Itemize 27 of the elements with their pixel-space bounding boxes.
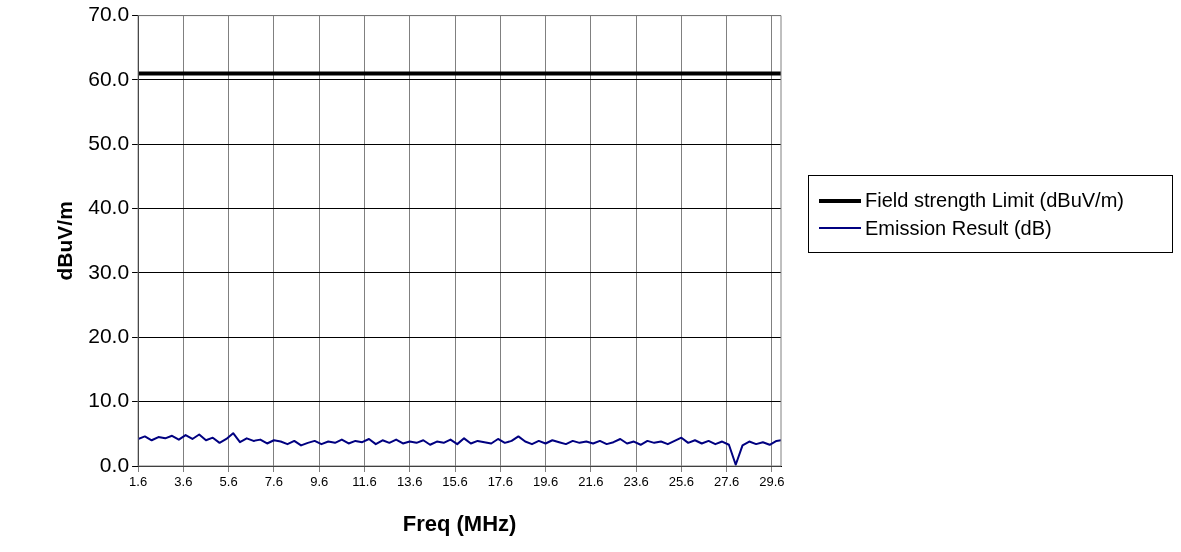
x-tick-label: 15.6 bbox=[442, 474, 468, 490]
y-tick-label: 50.0 bbox=[88, 131, 130, 155]
x-tick-label: 3.6 bbox=[174, 474, 193, 490]
x-tick-label: 7.6 bbox=[264, 474, 283, 490]
y-axis-title: dBuV/m bbox=[53, 201, 77, 281]
x-axis-title: Freq (MHz) bbox=[402, 510, 517, 536]
y-tick-label: 30.0 bbox=[88, 259, 130, 283]
y-tick-label: 40.0 bbox=[88, 195, 130, 219]
x-tick-label: 19.6 bbox=[532, 474, 559, 490]
y-tick-label: 70.0 bbox=[88, 2, 130, 26]
legend-label: Emission Result (dB) bbox=[865, 215, 1052, 240]
y-tick-label: 20.0 bbox=[88, 324, 130, 348]
y-tick-label: 0.0 bbox=[99, 452, 130, 476]
x-tick-label: 13.6 bbox=[397, 474, 423, 490]
x-tick-label: 9.6 bbox=[310, 474, 329, 490]
x-tick-label: 1.6 bbox=[129, 474, 148, 490]
x-tick-label: 11.6 bbox=[352, 474, 377, 490]
x-tick-label: 25.6 bbox=[668, 474, 695, 490]
x-tick-label: 17.6 bbox=[487, 474, 513, 490]
x-tick-label: 29.6 bbox=[759, 474, 785, 490]
x-tick-label: 23.6 bbox=[623, 474, 649, 490]
x-tick-label: 5.6 bbox=[219, 474, 238, 490]
x-tick-label: 27.6 bbox=[714, 474, 740, 490]
x-tick-label: 21.6 bbox=[578, 474, 604, 490]
y-tick-label: 10.0 bbox=[88, 388, 130, 412]
y-tick-label: 60.0 bbox=[88, 66, 130, 90]
legend-label: Field strength Limit (dBuV/m) bbox=[865, 187, 1124, 212]
